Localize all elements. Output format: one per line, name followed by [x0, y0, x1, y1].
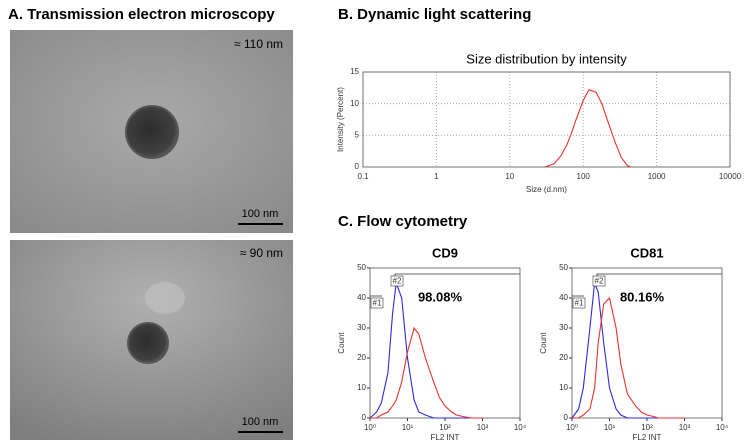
particle — [127, 322, 169, 364]
y-tick-label: 30 — [357, 323, 366, 332]
y-tick-label: 10 — [559, 383, 568, 392]
gate-label: #2 — [393, 277, 402, 286]
x-tick-label: 100 — [577, 172, 591, 181]
gate-label: #2 — [595, 277, 604, 286]
x-axis-label: Size (d.nm) — [526, 185, 567, 194]
x-tick-label: 10¹ — [402, 423, 414, 432]
x-tick-label: 10⁴ — [716, 423, 729, 432]
y-axis-label: Count — [539, 332, 548, 354]
scale-label: 100 nm — [242, 208, 279, 220]
gate-label: #1 — [575, 299, 584, 308]
y-tick-label: 20 — [357, 353, 366, 362]
gate — [394, 273, 520, 284]
x-tick-label: 10000 — [719, 172, 742, 181]
panel-b-title: B. Dynamic light scattering — [338, 6, 531, 23]
data-line — [572, 296, 685, 419]
panel-a-title: A. Transmission electron microscopy — [8, 6, 275, 23]
plot-frame — [362, 71, 731, 168]
annotation: 80.16% — [620, 289, 665, 304]
x-tick-label: 10¹ — [604, 423, 616, 432]
y-axis-label: Intensity (Percent) — [336, 87, 345, 152]
x-axis-label: FL2 INT — [633, 433, 662, 442]
x-axis-label: FL2 INT — [431, 433, 460, 442]
y-tick-label: 50 — [357, 263, 366, 272]
data-line — [369, 282, 483, 419]
gate-box — [572, 297, 586, 309]
y-tick-label: 40 — [357, 293, 366, 302]
gate-box — [592, 275, 606, 287]
y-tick-label: 40 — [559, 293, 568, 302]
gate-box — [370, 297, 384, 309]
y-tick-label: 20 — [559, 353, 568, 362]
chart-title: CD81 — [630, 245, 663, 260]
y-tick-label: 0 — [355, 162, 360, 171]
y-axis-label: Count — [337, 332, 346, 354]
annotation: 98.08% — [418, 289, 463, 304]
size-label: ≈ 90 nm — [240, 246, 283, 260]
gate-label: #1 — [373, 299, 382, 308]
x-tick-label: 10² — [439, 423, 451, 432]
x-tick-label: 10³ — [477, 423, 489, 432]
y-tick-label: 5 — [355, 130, 360, 139]
size-label: ≈ 110 nm — [234, 37, 283, 51]
x-tick-label: 10 — [505, 172, 514, 181]
halo — [145, 282, 185, 314]
panel-c-title: C. Flow cytometry — [338, 213, 468, 230]
x-tick-label: 10⁴ — [514, 423, 527, 432]
y-tick-label: 15 — [350, 67, 359, 76]
data-line — [544, 89, 632, 168]
scale-label: 100 nm — [242, 416, 279, 428]
y-tick-label: 50 — [559, 263, 568, 272]
x-tick-label: 10⁰ — [566, 423, 578, 432]
y-tick-label: 30 — [559, 323, 568, 332]
x-tick-label: 10⁰ — [364, 423, 376, 432]
gate — [596, 273, 722, 284]
y-tick-label: 10 — [350, 99, 359, 108]
y-tick-label: 0 — [362, 413, 367, 422]
gate-box — [390, 275, 404, 287]
y-tick-label: 0 — [564, 413, 569, 422]
chart-title: CD9 — [432, 245, 458, 260]
y-tick-label: 10 — [357, 383, 366, 392]
x-tick-label: 1000 — [648, 172, 666, 181]
data-line — [370, 326, 483, 419]
x-tick-label: 10³ — [679, 423, 691, 432]
x-tick-label: 1 — [434, 172, 439, 181]
x-tick-label: 0.1 — [357, 172, 369, 181]
chart-title: Size distribution by intensity — [466, 51, 627, 66]
x-tick-label: 10² — [641, 423, 653, 432]
particle — [125, 105, 179, 159]
